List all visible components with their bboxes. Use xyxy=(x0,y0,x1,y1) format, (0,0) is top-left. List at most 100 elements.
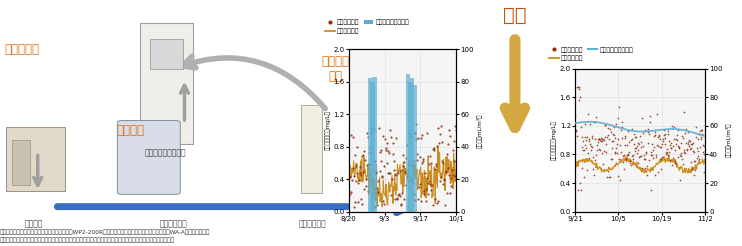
Point xyxy=(407,159,419,163)
Point xyxy=(439,203,451,207)
Point xyxy=(392,197,404,201)
Point xyxy=(583,156,595,160)
Point xyxy=(366,129,378,133)
Point xyxy=(401,175,413,179)
Point xyxy=(608,136,620,140)
Point xyxy=(646,142,658,146)
Point xyxy=(630,135,642,138)
Point xyxy=(343,189,355,193)
Point xyxy=(616,120,628,124)
Point xyxy=(640,151,652,155)
Point xyxy=(373,126,385,130)
Point xyxy=(375,148,387,152)
Point xyxy=(429,197,441,200)
Point xyxy=(627,157,639,161)
Point xyxy=(654,134,666,138)
Point xyxy=(585,136,597,139)
Point xyxy=(344,175,356,179)
Point xyxy=(649,130,661,134)
Point xyxy=(392,171,404,175)
Point xyxy=(371,203,383,207)
Point xyxy=(632,141,644,145)
Point xyxy=(640,150,651,154)
Point xyxy=(617,154,629,158)
Point xyxy=(685,160,697,164)
Point xyxy=(631,148,643,152)
Point xyxy=(366,125,378,129)
Point xyxy=(649,133,660,137)
Point xyxy=(427,147,439,151)
Point xyxy=(417,157,429,161)
Point xyxy=(436,140,448,144)
Point xyxy=(609,150,621,154)
Point xyxy=(662,154,674,157)
Point xyxy=(695,137,706,140)
Point xyxy=(625,138,637,142)
Point xyxy=(590,158,602,162)
Point xyxy=(423,162,435,166)
Point xyxy=(404,134,416,138)
Point xyxy=(633,142,645,146)
Point xyxy=(432,199,444,203)
Point xyxy=(354,171,366,175)
Point xyxy=(592,137,604,141)
Point xyxy=(448,159,460,163)
Point xyxy=(441,152,453,156)
Point xyxy=(380,148,392,152)
Point xyxy=(360,177,372,181)
Point xyxy=(602,169,614,173)
Point xyxy=(660,133,672,137)
Point xyxy=(344,164,355,168)
Point xyxy=(434,179,446,183)
Point xyxy=(620,157,632,161)
Point xyxy=(449,124,461,128)
Point xyxy=(386,177,398,181)
Point xyxy=(622,154,634,157)
Point xyxy=(419,187,431,191)
Point xyxy=(384,128,395,132)
Text: 投入量調整: 投入量調整 xyxy=(4,43,39,56)
Point xyxy=(419,171,431,175)
FancyBboxPatch shape xyxy=(12,140,30,185)
Point xyxy=(404,131,416,135)
Point xyxy=(600,142,612,146)
Point xyxy=(595,139,607,143)
Point xyxy=(387,169,399,172)
Point xyxy=(357,153,369,157)
Point xyxy=(641,164,653,168)
Point xyxy=(381,161,393,165)
Point xyxy=(374,169,386,173)
Point xyxy=(682,142,694,146)
Point xyxy=(397,164,409,168)
Point xyxy=(697,144,709,148)
Point xyxy=(349,200,361,204)
Point xyxy=(661,152,673,155)
Point xyxy=(647,148,659,152)
Point xyxy=(369,205,381,209)
Point xyxy=(422,181,434,185)
Point xyxy=(588,173,600,177)
Point xyxy=(383,152,395,155)
Point xyxy=(447,139,459,143)
Point xyxy=(636,145,648,149)
Point xyxy=(667,144,679,148)
Point xyxy=(446,168,458,172)
Point xyxy=(634,154,646,158)
Point xyxy=(652,169,664,173)
Point xyxy=(585,148,597,152)
Point xyxy=(591,139,603,143)
Point xyxy=(637,144,649,148)
Point xyxy=(676,134,688,138)
Point xyxy=(574,95,586,99)
Point xyxy=(575,188,587,192)
Point xyxy=(400,156,412,160)
Point xyxy=(611,142,623,146)
Point xyxy=(372,186,384,190)
Point xyxy=(666,163,678,167)
Point xyxy=(370,170,382,174)
Point xyxy=(580,138,592,142)
Point xyxy=(614,143,626,147)
Point xyxy=(433,126,444,130)
Point xyxy=(587,167,599,171)
Point xyxy=(678,150,690,154)
